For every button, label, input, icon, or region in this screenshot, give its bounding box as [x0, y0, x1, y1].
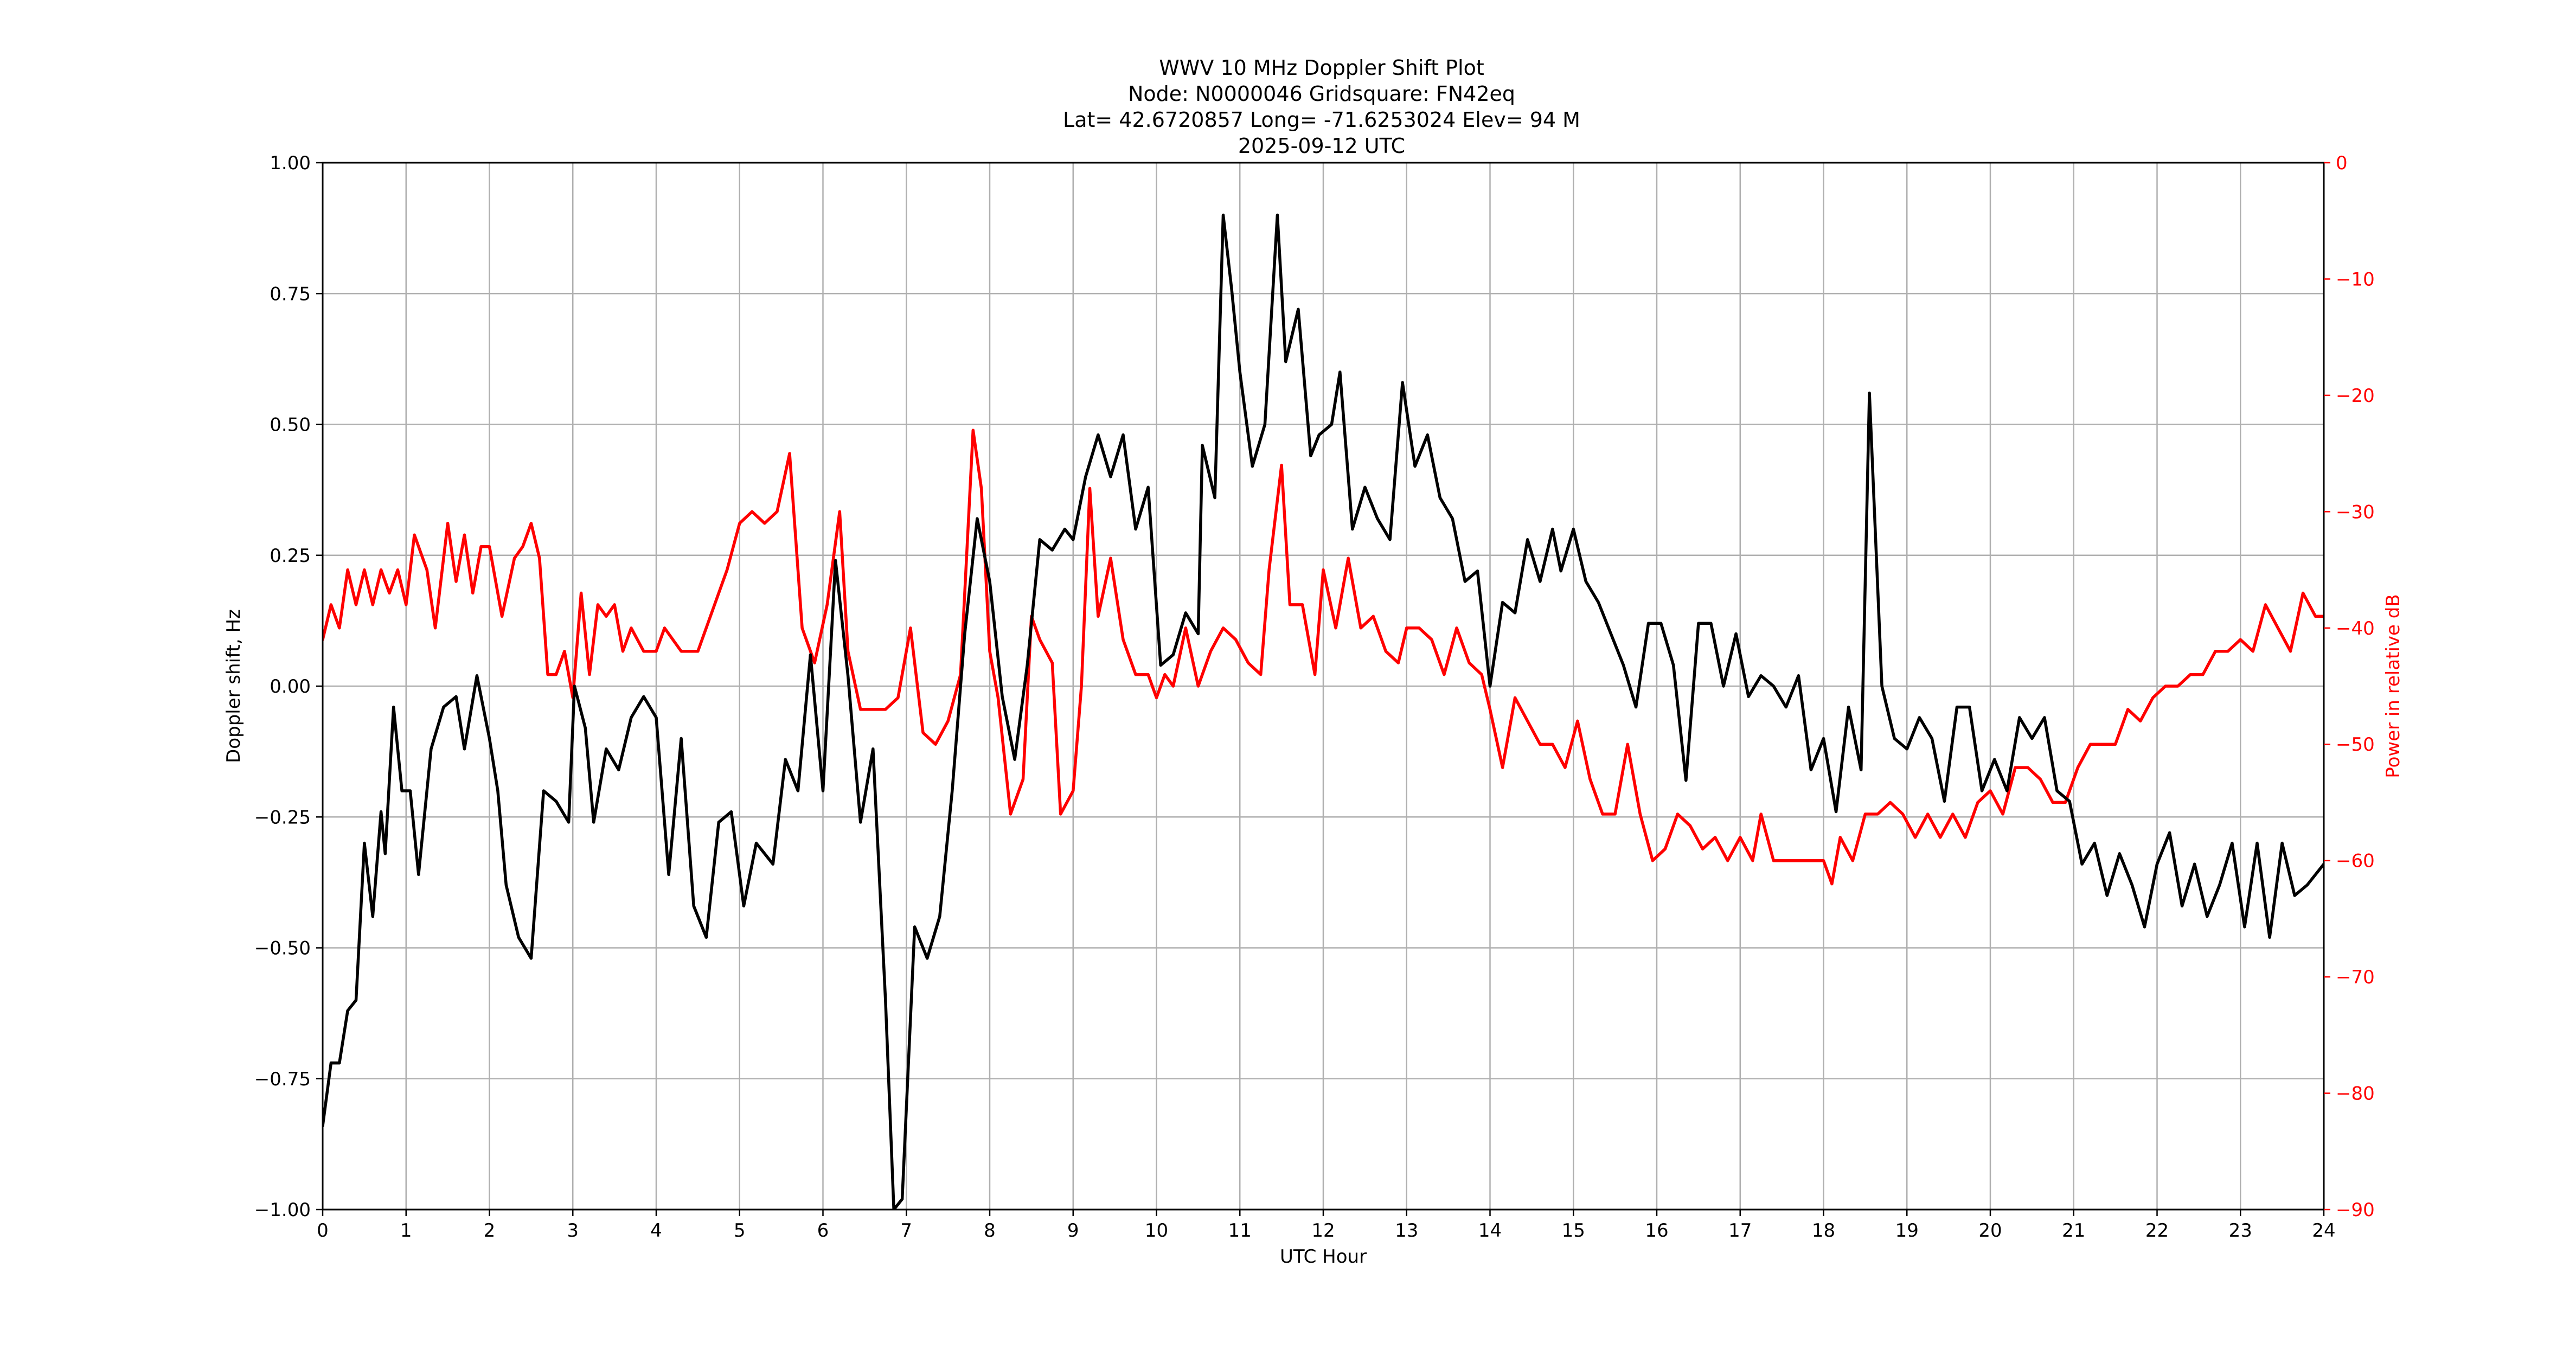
x-tick-label: 1 [400, 1220, 412, 1242]
title-line: Node: N0000046 Gridsquare: FN42eq [1128, 82, 1515, 106]
right-y-tick-label: −40 [2336, 618, 2375, 639]
x-tick-label: 13 [1395, 1220, 1418, 1242]
x-tick-label: 19 [1895, 1220, 1919, 1242]
title-line: WWV 10 MHz Doppler Shift Plot [1159, 56, 1484, 80]
x-tick-label: 8 [984, 1220, 996, 1242]
x-tick-label: 17 [1728, 1220, 1752, 1242]
right-y-tick-label: −10 [2336, 268, 2375, 290]
left-y-axis-label: Doppler shift, Hz [223, 609, 245, 763]
x-tick-label: 9 [1067, 1220, 1079, 1242]
x-tick-label: 15 [1562, 1220, 1585, 1242]
x-tick-label: 10 [1145, 1220, 1168, 1242]
right-y-tick-label: −80 [2336, 1083, 2375, 1105]
left-y-tick-label: −0.75 [254, 1069, 311, 1090]
right-y-tick-label: −30 [2336, 501, 2375, 523]
x-tick-label: 16 [1645, 1220, 1668, 1242]
left-y-tick-label: −1.00 [254, 1199, 311, 1221]
right-y-axis-label: Power in relative dB [2382, 594, 2404, 778]
right-y-tick-label: −90 [2336, 1199, 2375, 1221]
right-y-tick-label: −60 [2336, 850, 2375, 872]
right-y-tick-label: −20 [2336, 385, 2375, 407]
x-tick-label: 6 [817, 1220, 829, 1242]
x-tick-label: 7 [900, 1220, 912, 1242]
series-layer [323, 213, 2324, 1210]
right-y-tick-label: −50 [2336, 734, 2375, 756]
right-y-axis: 0 −10 −20 −30 −40 −50 −60 −70 −80 −90 [2324, 152, 2375, 1221]
x-tick-label: 23 [2229, 1220, 2252, 1242]
x-axis: 0 1 2 3 4 5 6 7 8 9 10 11 12 13 14 15 16 17 18 19 20 21 22 23 24 [317, 1210, 2336, 1242]
title-line: 2025-09-12 UTC [1238, 134, 1405, 158]
left-y-tick-label: 0.00 [270, 676, 311, 698]
doppler-series-line [323, 213, 2324, 1210]
x-tick-label: 0 [317, 1220, 329, 1242]
left-y-tick-label: 1.00 [270, 152, 311, 174]
left-y-tick-label: 0.75 [270, 283, 311, 305]
left-y-tick-label: −0.50 [254, 938, 311, 960]
right-y-tick-label: 0 [2336, 152, 2348, 174]
power-series-line [323, 428, 2324, 886]
x-tick-label: 5 [734, 1220, 746, 1242]
left-y-tick-label: 0.50 [270, 414, 311, 436]
x-axis-label: UTC Hour [1280, 1246, 1367, 1268]
right-y-tick-label: −70 [2336, 967, 2375, 988]
x-tick-label: 20 [1978, 1220, 2002, 1242]
x-tick-label: 24 [2312, 1220, 2335, 1242]
x-tick-label: 14 [1478, 1220, 1502, 1242]
x-tick-label: 11 [1228, 1220, 1252, 1242]
left-y-tick-label: 0.25 [270, 545, 311, 567]
x-tick-label: 12 [1311, 1220, 1335, 1242]
title-line: Lat= 42.6720857 Long= -71.6253024 Elev= … [1063, 108, 1580, 132]
left-y-axis: 1.00 0.75 0.50 0.25 0.00 −0.25 −0.50 −0.75 −1.00 [254, 152, 323, 1221]
chart-title: WWV 10 MHz Doppler Shift Plot Node: N000… [1063, 56, 1580, 158]
x-tick-label: 21 [2062, 1220, 2085, 1242]
x-tick-label: 3 [567, 1220, 579, 1242]
x-tick-label: 2 [484, 1220, 496, 1242]
left-y-tick-label: −0.25 [254, 807, 311, 828]
x-tick-label: 4 [650, 1220, 662, 1242]
x-tick-label: 18 [1812, 1220, 1835, 1242]
x-tick-label: 22 [2145, 1220, 2169, 1242]
